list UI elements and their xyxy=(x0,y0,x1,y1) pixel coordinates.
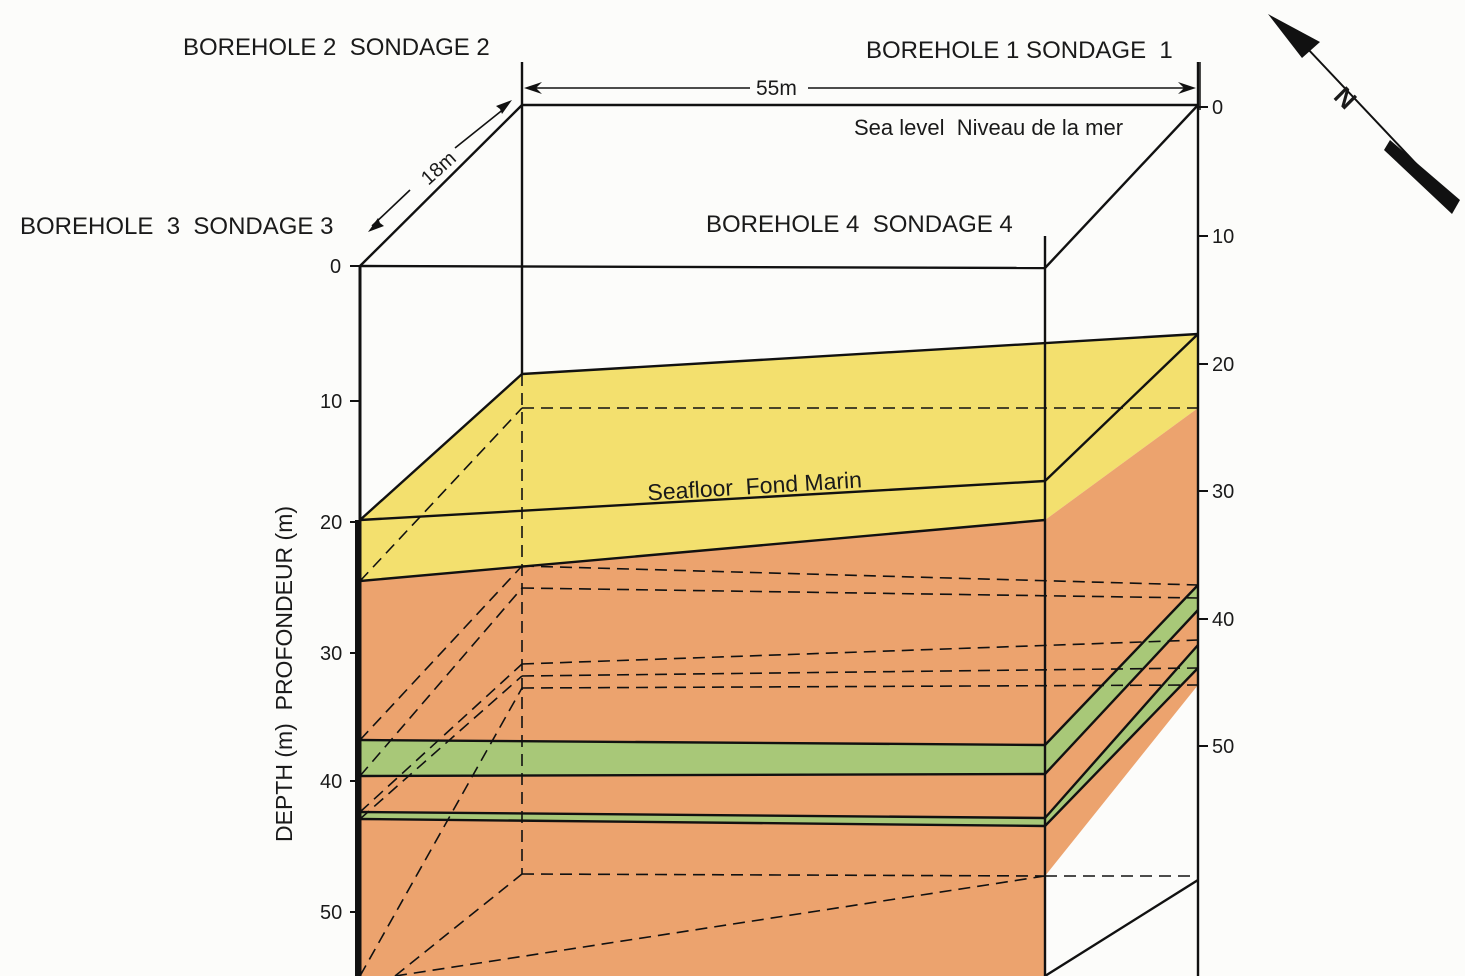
yellow-layer-front xyxy=(360,481,1045,581)
dimension-18m xyxy=(368,100,512,232)
y-axis-title: DEPTH (m) PROFONDEUR (m) xyxy=(271,506,297,842)
green-layer-lower-front xyxy=(360,812,1045,826)
sea-level-label: Sea level Niveau de la mer xyxy=(854,115,1123,140)
borehole-4-label: BOREHOLE 4 SONDAGE 4 xyxy=(706,211,1013,238)
yellow-layer-right xyxy=(1045,334,1198,520)
right-scale-10: 10 xyxy=(1212,226,1234,248)
left-scale-0: 0 xyxy=(330,256,341,278)
left-scale-50: 50 xyxy=(320,902,342,924)
borehole-1-label: BOREHOLE 1 SONDAGE 1 xyxy=(866,37,1173,64)
green-layer-lower-right xyxy=(1045,645,1198,826)
green-layer-upper-front xyxy=(360,740,1045,776)
green-layer-upper-right xyxy=(1045,585,1198,774)
seafloor-top-surface xyxy=(360,334,1198,520)
left-scale-20: 20 xyxy=(320,512,342,534)
right-scale-30: 30 xyxy=(1212,481,1234,503)
north-arrow-icon: N xyxy=(1268,14,1460,214)
left-scale-40: 40 xyxy=(320,771,342,793)
right-scale-50: 50 xyxy=(1212,736,1234,758)
right-depth-ticks xyxy=(1198,106,1208,747)
borehole-2-label: BOREHOLE 2 SONDAGE 2 xyxy=(183,34,490,61)
right-scale-0: 0 xyxy=(1212,97,1223,119)
left-scale-30: 30 xyxy=(320,643,342,665)
svg-text:N: N xyxy=(1328,81,1362,115)
dimension-55m xyxy=(524,62,1201,110)
borehole-3-label: BOREHOLE 3 SONDAGE 3 xyxy=(20,213,333,240)
left-scale-10: 10 xyxy=(320,391,342,413)
right-scale-40: 40 xyxy=(1212,609,1234,631)
width-dimension-label: 55m xyxy=(756,77,797,100)
depth-dimension-label: 18m xyxy=(417,147,461,189)
left-depth-ticks xyxy=(350,265,360,913)
hidden-lines xyxy=(359,374,1199,976)
right-scale-20: 20 xyxy=(1212,354,1234,376)
